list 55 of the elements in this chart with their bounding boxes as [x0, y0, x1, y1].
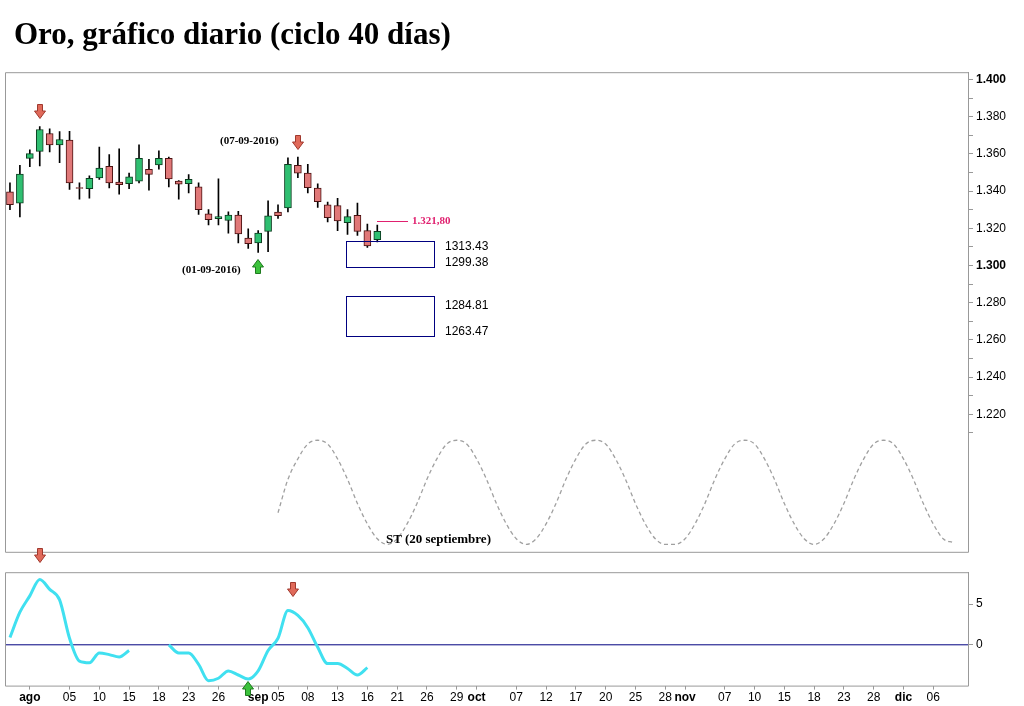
- y-tick-label: 5: [976, 596, 983, 611]
- x-tick-label: 20: [598, 690, 613, 705]
- y-tick-label: 1.340: [976, 183, 1007, 198]
- x-tick-label: dic: [894, 690, 913, 705]
- x-tick-label: 15: [122, 690, 137, 705]
- x-tick-label: 23: [181, 690, 196, 705]
- candlestick: [145, 159, 153, 191]
- line-series: [277, 439, 954, 546]
- y-tick-label: 1.380: [976, 109, 1007, 124]
- x-tick-label: 21: [390, 690, 405, 705]
- x-tick-label: oct: [467, 690, 486, 705]
- x-tick-label: 10: [92, 690, 107, 705]
- annotation: 1.321,80: [412, 214, 451, 226]
- y-tick-label: 1.320: [976, 220, 1007, 235]
- x-tick-label: ago: [19, 690, 41, 705]
- x-tick-label: sep: [247, 690, 269, 705]
- x-tick-label: nov: [674, 690, 697, 705]
- x-tick-label: 29: [450, 690, 464, 705]
- x-tick-label: 25: [628, 690, 643, 705]
- x-tick-label: 05: [271, 690, 286, 705]
- x-tick-label: 17: [569, 690, 583, 705]
- y-tick-label: 0: [976, 637, 983, 652]
- chart-title: Oro, gráfico diario (ciclo 40 días): [14, 16, 451, 52]
- annotation: 1263.47: [445, 324, 489, 338]
- x-tick-label: 13: [330, 690, 345, 705]
- x-tick-label: 26: [420, 690, 434, 705]
- y-tick-label: 1.260: [976, 332, 1007, 347]
- x-tick-label: 08: [301, 690, 315, 705]
- x-tick-label: 28: [867, 690, 881, 705]
- x-tick-label: 07: [718, 690, 732, 705]
- x-tick-label: 23: [837, 690, 851, 705]
- y-tick-label: 1.240: [976, 369, 1007, 384]
- candlestick: [274, 204, 282, 219]
- x-tick-label: 12: [539, 690, 554, 705]
- annotation: 1284.81: [445, 298, 489, 312]
- x-tick-label: 15: [777, 690, 792, 705]
- x-tick-label: 18: [152, 690, 166, 705]
- y-tick-label: 1.400: [976, 71, 1007, 86]
- y-tick-label: 1.220: [976, 406, 1007, 421]
- x-tick-label: 06: [926, 690, 941, 705]
- annotation: 1299.38: [445, 255, 489, 269]
- x-tick-label: 28: [658, 690, 673, 705]
- x-tick-label: 16: [360, 690, 375, 705]
- annotation: (07-09-2016): [220, 134, 279, 146]
- x-tick-label: 07: [509, 690, 524, 705]
- y-tick-label: 1.300: [976, 257, 1007, 272]
- x-tick-label: 18: [807, 690, 822, 705]
- annotation: 1313.43: [445, 239, 489, 253]
- annotation: (01-09-2016): [182, 263, 241, 275]
- y-tick-label: 1.280: [976, 295, 1007, 310]
- x-tick-label: 05: [62, 690, 77, 705]
- annotation: ST (20 septiembre): [386, 531, 491, 547]
- x-tick-label: 10: [747, 690, 762, 705]
- x-tick-label: 26: [211, 690, 226, 705]
- y-tick-label: 1.360: [976, 146, 1007, 161]
